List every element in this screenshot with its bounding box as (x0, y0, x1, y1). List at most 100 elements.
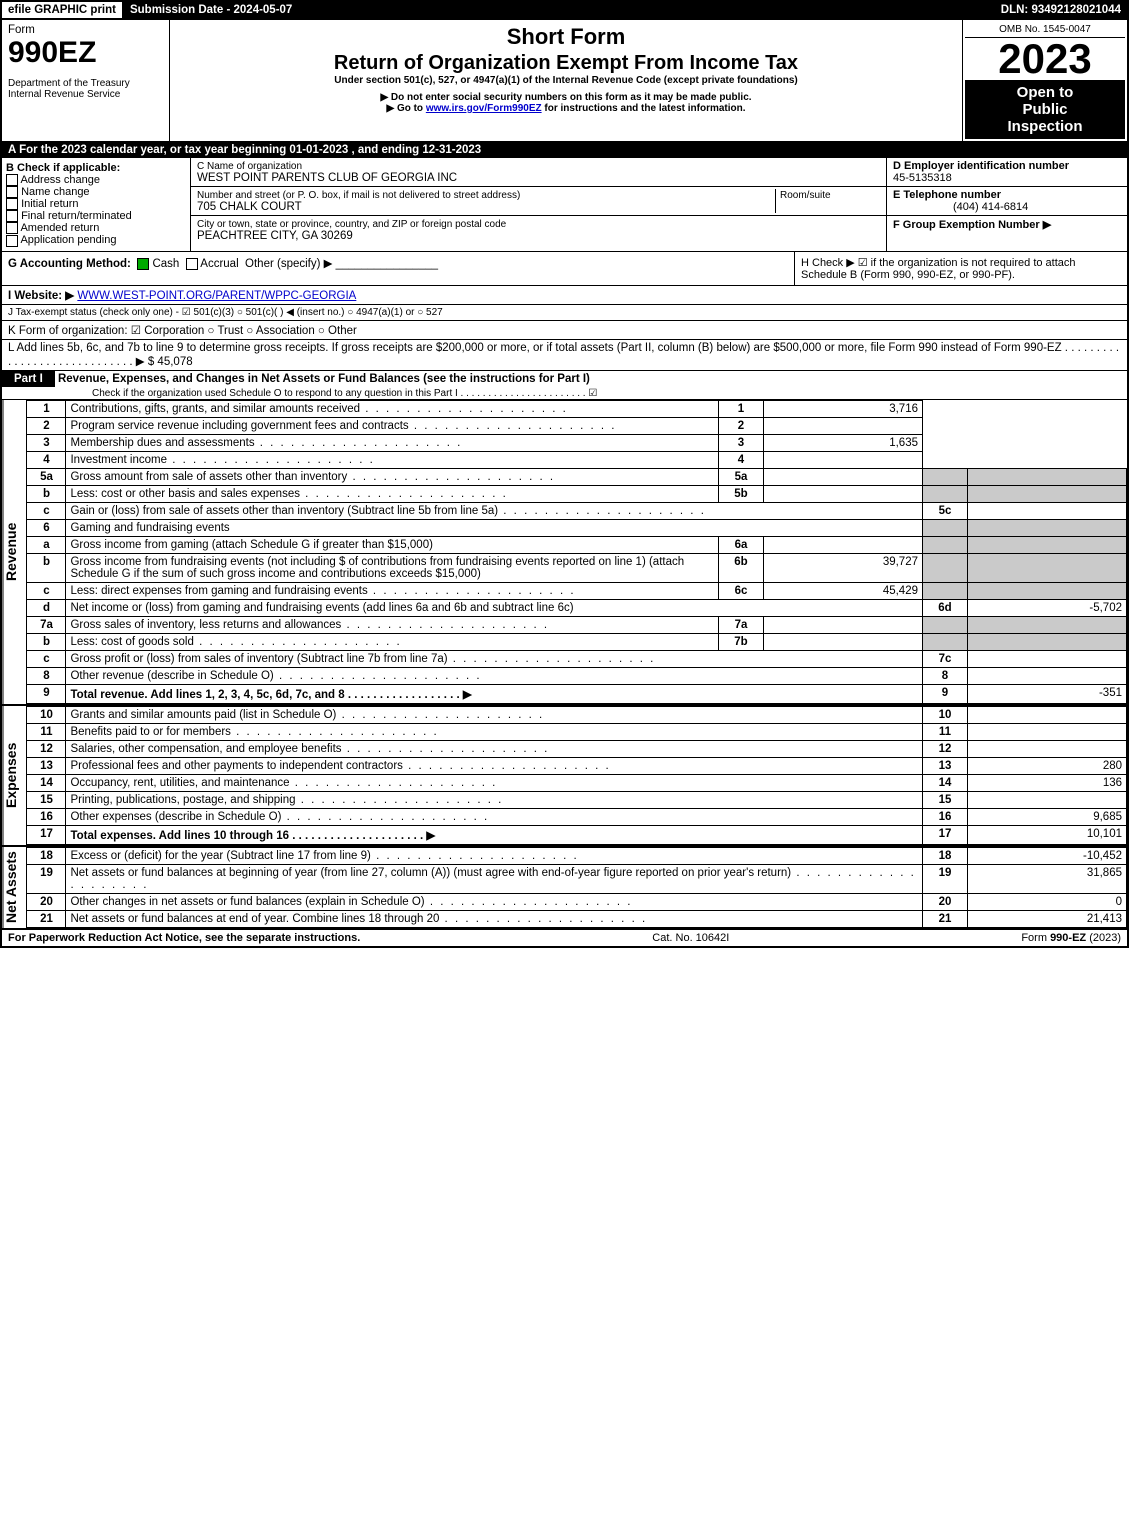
ein-label: D Employer identification number (893, 160, 1069, 172)
submission-date: Submission Date - 2024-05-07 (124, 2, 300, 18)
form-number: 990EZ (8, 36, 163, 70)
box-d: D Employer identification number 45-5135… (887, 158, 1127, 187)
line-10: 10Grants and similar amounts paid (list … (27, 706, 1127, 723)
phone-label: E Telephone number (893, 189, 1001, 201)
line-3: 3Membership dues and assessments31,635 (27, 434, 1127, 451)
city: PEACHTREE CITY, GA 30269 (197, 230, 353, 242)
part-i-check: Check if the organization used Schedule … (2, 388, 597, 399)
line-9: 9Total revenue. Add lines 1, 2, 3, 4, 5c… (27, 684, 1127, 703)
form-body: A For the 2023 calendar year, or tax yea… (0, 142, 1129, 930)
footer-left: For Paperwork Reduction Act Notice, see … (8, 932, 360, 944)
line-6c: cLess: direct expenses from gaming and f… (27, 582, 1127, 599)
website-label: I Website: ▶ (8, 290, 74, 302)
line-20: 20Other changes in net assets or fund ba… (27, 893, 1127, 910)
efile-label: efile GRAPHIC print (2, 2, 124, 18)
box-b-title: B Check if applicable: (6, 162, 120, 174)
line-6d: dNet income or (loss) from gaming and fu… (27, 599, 1127, 616)
line-19: 19Net assets or fund balances at beginni… (27, 864, 1127, 893)
dept-treasury: Department of the Treasury (8, 78, 163, 89)
city-label: City or town, state or province, country… (197, 219, 506, 230)
part-i-label: Part I (2, 371, 55, 387)
line-5a: 5aGross amount from sale of assets other… (27, 468, 1127, 485)
line-6a: aGross income from gaming (attach Schedu… (27, 536, 1127, 553)
line-5c: cGain or (loss) from sale of assets othe… (27, 502, 1127, 519)
section-a: A For the 2023 calendar year, or tax yea… (2, 142, 1127, 158)
top-bar: efile GRAPHIC print Submission Date - 20… (0, 0, 1129, 20)
open-line-3: Inspection (969, 118, 1121, 135)
netassets-section: Net Assets 18Excess or (deficit) for the… (2, 845, 1127, 928)
ein: 45-5135318 (893, 172, 952, 184)
subtitle: Under section 501(c), 527, or 4947(a)(1)… (176, 75, 956, 86)
box-b: B Check if applicable: Address change Na… (2, 158, 191, 251)
box-h: H Check ▶ ☑ if the organization is not r… (794, 252, 1127, 285)
open-to-public: Open to Public Inspection (965, 80, 1125, 139)
website-link[interactable]: WWW.WEST-POINT.ORG/PARENT/WPPC-GEORGIA (77, 290, 356, 302)
irs-link[interactable]: www.irs.gov/Form990EZ (426, 103, 542, 114)
line-12: 12Salaries, other compensation, and empl… (27, 740, 1127, 757)
box-e: E Telephone number (404) 414-6814 (887, 187, 1127, 216)
goto-line: ▶ Go to www.irs.gov/Form990EZ for instru… (176, 103, 956, 114)
line-16: 16Other expenses (describe in Schedule O… (27, 808, 1127, 825)
box-l: L Add lines 5b, 6c, and 7b to line 9 to … (2, 340, 1127, 371)
open-line-1: Open to (969, 84, 1121, 101)
opt-address-change: Address change (20, 174, 100, 186)
line-4: 4Investment income4 (27, 451, 1127, 468)
opt-amended: Amended return (20, 222, 99, 234)
box-j: J Tax-exempt status (check only one) - ☑… (2, 305, 1127, 321)
cash-label: Cash (152, 258, 179, 270)
box-f: F Group Exemption Number ▶ (887, 216, 1127, 233)
goto-pre: ▶ Go to (386, 103, 425, 114)
line-1: 1Contributions, gifts, grants, and simil… (27, 400, 1127, 417)
box-k: K Form of organization: ☑ Corporation ○ … (2, 321, 1127, 340)
line-18: 18Excess or (deficit) for the year (Subt… (27, 847, 1127, 864)
box-c-label: C Name of organization (197, 161, 302, 172)
box-i: I Website: ▶ WWW.WEST-POINT.ORG/PARENT/W… (2, 286, 1127, 305)
group-exempt-label: F Group Exemption Number ▶ (893, 219, 1051, 231)
line-7c: cGross profit or (loss) from sales of in… (27, 650, 1127, 667)
footer-center: Cat. No. 10642I (652, 932, 729, 944)
line-15: 15Printing, publications, postage, and s… (27, 791, 1127, 808)
expenses-section: Expenses 10Grants and similar amounts pa… (2, 704, 1127, 845)
revenue-section: Revenue 1Contributions, gifts, grants, a… (2, 400, 1127, 704)
form-word: Form (8, 24, 163, 36)
line-17: 17Total expenses. Add lines 10 through 1… (27, 825, 1127, 844)
short-form-title: Short Form (176, 24, 956, 50)
other-specify: Other (specify) ▶ (245, 258, 332, 270)
ssn-warning: ▶ Do not enter social security numbers o… (176, 92, 956, 103)
part-i-header: Part I Revenue, Expenses, and Changes in… (2, 371, 1127, 400)
accrual-label: Accrual (200, 258, 238, 270)
goto-post: for instructions and the latest informat… (542, 103, 746, 114)
revenue-side-label: Revenue (2, 400, 26, 704)
netassets-side-label: Net Assets (2, 847, 26, 928)
netassets-table: 18Excess or (deficit) for the year (Subt… (26, 847, 1127, 928)
opt-app-pending: Application pending (20, 234, 116, 246)
line-6b: bGross income from fundraising events (n… (27, 553, 1127, 582)
org-name-row: C Name of organization WEST POINT PARENT… (191, 158, 886, 187)
main-title: Return of Organization Exempt From Incom… (176, 52, 956, 75)
line-11: 11Benefits paid to or for members11 (27, 723, 1127, 740)
header-left: Form 990EZ Department of the Treasury In… (2, 20, 170, 141)
line-2: 2Program service revenue including gover… (27, 417, 1127, 434)
g-h-row: G Accounting Method: Cash Accrual Other … (2, 252, 1127, 286)
expenses-table: 10Grants and similar amounts paid (list … (26, 706, 1127, 845)
city-row: City or town, state or province, country… (191, 216, 886, 244)
opt-initial-return: Initial return (21, 198, 78, 210)
accounting-label: G Accounting Method: (8, 258, 131, 270)
line-7b: bLess: cost of goods sold7b (27, 633, 1127, 650)
irs: Internal Revenue Service (8, 89, 163, 100)
tax-year: 2023 (965, 38, 1125, 80)
header-right: OMB No. 1545-0047 2023 Open to Public In… (963, 20, 1127, 141)
open-line-2: Public (969, 101, 1121, 118)
header-center: Short Form Return of Organization Exempt… (170, 20, 963, 141)
room-label: Room/suite (780, 190, 831, 201)
street-label: Number and street (or P. O. box, if mail… (197, 190, 520, 201)
box-def: D Employer identification number 45-5135… (886, 158, 1127, 251)
line-13: 13Professional fees and other payments t… (27, 757, 1127, 774)
opt-final-return: Final return/terminated (21, 210, 132, 222)
expenses-side-label: Expenses (2, 706, 26, 845)
street-row: Number and street (or P. O. box, if mail… (191, 187, 886, 216)
part-i-title: Revenue, Expenses, and Changes in Net As… (58, 373, 590, 385)
street: 705 CHALK COURT (197, 201, 302, 213)
entity-block: B Check if applicable: Address change Na… (2, 158, 1127, 252)
footer-right: Form 990-EZ (2023) (1021, 932, 1121, 944)
